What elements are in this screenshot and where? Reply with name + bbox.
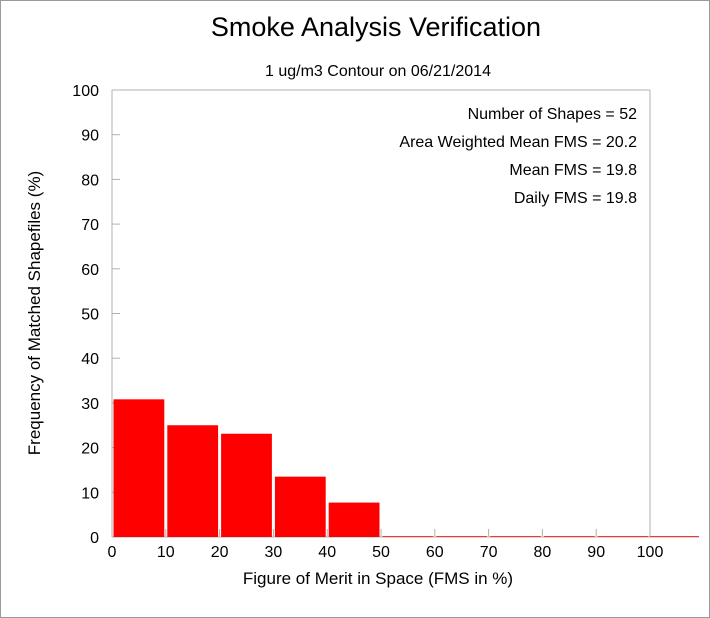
y-tick-label: 10 — [81, 485, 99, 502]
chart-subtitle: 1 ug/m3 Contour on 06/21/2014 — [265, 63, 491, 80]
y-tick-label: 90 — [81, 128, 99, 145]
histogram-bar-baseline — [650, 536, 699, 537]
y-axis-label: Frequency of Matched Shapefiles (%) — [25, 171, 44, 455]
histogram-bar — [382, 536, 434, 537]
stats-annotation: Mean FMS = 19.8 — [509, 162, 637, 179]
stats-annotation: Daily FMS = 19.8 — [514, 190, 637, 207]
histogram-bar — [221, 433, 272, 537]
y-axis-ticks: 0 10 20 30 40 50 60 70 80 90 100 — [72, 83, 120, 547]
x-axis-label: Figure of Merit in Space (FMS in %) — [243, 569, 513, 588]
x-axis-ticks: 0 10 20 30 40 50 60 70 80 90 100 — [108, 529, 664, 561]
stats-annotation: Area Weighted Mean FMS = 20.2 — [399, 134, 637, 151]
y-tick-label: 100 — [72, 83, 99, 100]
x-tick-label: 50 — [372, 544, 390, 561]
y-tick-label: 80 — [81, 172, 99, 189]
x-tick-label: 70 — [480, 544, 498, 561]
chart-title: Smoke Analysis Verification — [211, 12, 541, 42]
stats-annotation: Number of Shapes = 52 — [468, 106, 638, 123]
histogram-bar — [490, 536, 541, 537]
y-tick-label: 70 — [81, 217, 99, 234]
y-tick-label: 50 — [81, 307, 99, 324]
histogram-bar — [328, 502, 380, 537]
y-tick-label: 60 — [81, 262, 99, 279]
x-tick-label: 30 — [265, 544, 283, 561]
x-tick-label: 40 — [318, 544, 336, 561]
histogram-bar — [167, 425, 219, 537]
x-tick-label: 100 — [637, 544, 664, 561]
histogram-bar — [113, 399, 165, 537]
bars — [113, 399, 699, 537]
y-tick-label: 40 — [81, 351, 99, 368]
x-tick-label: 0 — [108, 544, 117, 561]
x-tick-label: 90 — [587, 544, 605, 561]
histogram-bar — [543, 536, 595, 537]
y-tick-label: 20 — [81, 441, 99, 458]
x-tick-label: 60 — [426, 544, 444, 561]
y-tick-label: 0 — [90, 530, 99, 547]
x-tick-label: 20 — [211, 544, 229, 561]
x-tick-label: 80 — [534, 544, 552, 561]
histogram-bar — [274, 476, 326, 537]
histogram-bar — [597, 536, 649, 537]
stats-annotations: Number of Shapes = 52 Area Weighted Mean … — [399, 106, 637, 207]
histogram-bar — [436, 536, 488, 537]
y-tick-label: 30 — [81, 396, 99, 413]
x-tick-label: 10 — [157, 544, 175, 561]
